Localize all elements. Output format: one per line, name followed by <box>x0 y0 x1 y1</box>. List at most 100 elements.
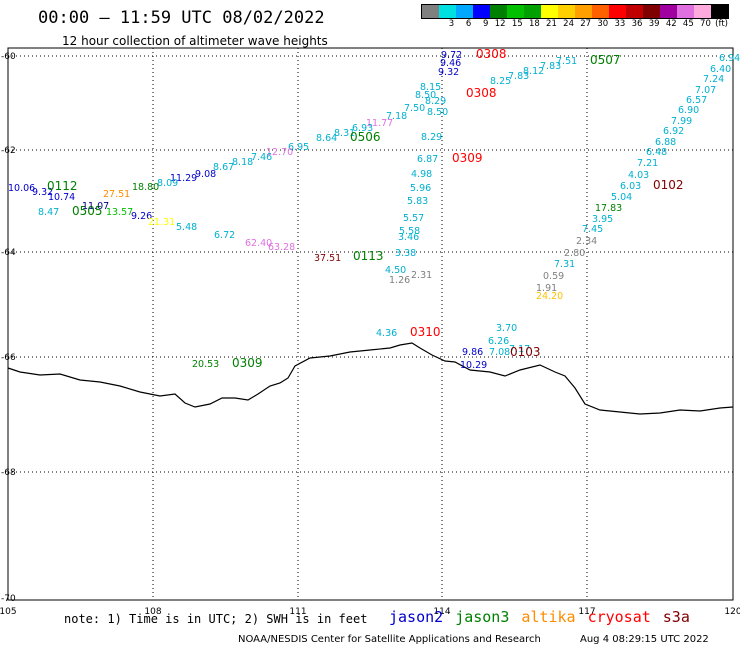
wave-height-label: 6.95 <box>288 142 309 153</box>
page-title: 00:00 – 11:59 UTC 08/02/2022 <box>38 8 325 28</box>
color-scale-tick: (ft) <box>715 19 728 29</box>
wave-height-label: 6.92 <box>663 126 684 137</box>
y-tick-label: -68 <box>1 468 16 478</box>
wave-height-label: 18.80 <box>132 182 159 193</box>
wave-height-label: 8.47 <box>38 207 59 218</box>
wave-height-label: 4.50 <box>385 265 406 276</box>
coastline <box>7 342 734 415</box>
color-scale-tick: 12 <box>494 19 506 29</box>
color-scale-ticks: 3 6 9 12 15 18 21 24 27 30 33 36 39 42 45 70 (ft) <box>421 19 729 33</box>
wave-height-label: 8.50 <box>427 107 448 118</box>
wave-height-label: 7.24 <box>703 74 724 85</box>
wave-height-label: 6.90 <box>678 105 699 116</box>
x-tick-label: 114 <box>433 607 450 617</box>
wave-height-label: 1.91 <box>536 283 557 294</box>
y-tick-label: -64 <box>1 248 16 258</box>
color-swatch <box>609 5 626 18</box>
x-tick-label: 108 <box>144 607 161 617</box>
wave-height-label: 24.20 <box>536 291 563 302</box>
wave-height-label: 6.93 <box>352 123 373 134</box>
satellite-legend: jason2 jason3 altika cryosat s3a <box>389 608 702 626</box>
color-swatch <box>439 5 456 18</box>
wave-height-label: 7.21 <box>637 158 658 169</box>
color-scale-swatches <box>421 4 729 19</box>
wave-height-label: 9.46 <box>440 58 461 69</box>
color-swatch <box>643 5 660 18</box>
wave-height-label: 21.31 <box>148 217 175 228</box>
color-swatch <box>575 5 592 18</box>
wave-height-label: 8.12 <box>523 66 544 77</box>
x-tick-label: 111 <box>289 607 306 617</box>
legend-item-cryosat: cryosat <box>587 608 651 626</box>
wave-height-label: 6.40 <box>710 64 731 75</box>
x-tick-label: 117 <box>578 607 595 617</box>
wave-height-label: 2.34 <box>576 236 597 247</box>
wave-height-label: 6.48 <box>646 147 667 158</box>
color-swatch <box>507 5 524 18</box>
color-swatch <box>711 5 728 18</box>
wave-height-label: 9.08 <box>195 169 216 180</box>
wave-height-label: 0.59 <box>543 271 564 282</box>
color-scale-tick: 45 <box>682 19 694 29</box>
wave-height-label: 6.72 <box>214 230 235 241</box>
color-swatch <box>490 5 507 18</box>
wave-height-label: 10.74 <box>48 192 75 203</box>
wave-height-label: 6.94 <box>719 53 740 64</box>
wave-height-label: 0310 <box>410 325 441 339</box>
wave-height-label: 3.95 <box>592 214 613 225</box>
wave-height-label: 3.46 <box>398 232 419 243</box>
wave-height-label: 0113 <box>353 249 384 263</box>
legend-item-jason2: jason2 <box>389 608 444 626</box>
color-swatch <box>660 5 677 18</box>
color-scale-tick: 9 <box>483 19 489 29</box>
wave-height-label: 3.70 <box>496 323 517 334</box>
wave-height-label: 10.29 <box>460 360 487 371</box>
color-swatch <box>677 5 694 18</box>
y-tick-label: -66 <box>1 353 16 363</box>
color-scale-tick: 3 <box>448 19 455 29</box>
wave-height-label: 8.15 <box>420 82 441 93</box>
timestamp: Aug 4 08:29:15 UTC 2022 <box>580 634 709 645</box>
wave-height-label: 9.32 <box>438 67 459 78</box>
wave-height-label: 4.36 <box>376 328 397 339</box>
color-scale-tick: 27 <box>580 19 592 29</box>
wave-height-label: 11.29 <box>170 173 197 184</box>
wave-height-label: 0507 <box>590 53 621 67</box>
color-swatch <box>524 5 541 18</box>
wave-height-label: 9.32 <box>32 187 53 198</box>
wave-height-label: 13.57 <box>106 207 133 218</box>
wave-height-label: 5.96 <box>410 183 431 194</box>
wave-height-label: 9.86 <box>462 347 483 358</box>
color-scale-tick: 21 <box>546 19 557 29</box>
wave-height-label: 7.07 <box>695 85 716 96</box>
wave-height-label: 2.31 <box>411 270 432 281</box>
color-scale-tick: 15 <box>511 19 523 29</box>
wave-height-label: 8.25 <box>490 76 511 87</box>
wave-height-label: 5.57 <box>403 213 424 224</box>
wave-height-label: 7.51 <box>556 56 577 67</box>
wave-height-label: 2.80 <box>564 248 585 259</box>
color-swatch <box>541 5 558 18</box>
footer-note: note: 1) Time is in UTC; 2) SWH is in fe… <box>64 612 368 626</box>
wave-height-label: 0308 <box>476 47 507 61</box>
color-scale-legend: 3 6 9 12 15 18 21 24 27 30 33 36 39 42 45 70 (ft) <box>421 4 729 34</box>
x-tick-label: 120 <box>724 607 740 617</box>
color-scale-tick: 6 <box>465 19 472 29</box>
wave-height-label: 6.26 <box>488 336 509 347</box>
wave-height-label: 37.51 <box>314 253 341 264</box>
wave-height-label: 0309 <box>232 356 263 370</box>
wave-height-label: 0505 <box>72 204 103 218</box>
color-scale-tick: 33 <box>614 19 626 29</box>
wave-height-label: 0112 <box>47 179 78 193</box>
wave-height-label: 4.98 <box>411 169 432 180</box>
wave-height-label: 20.53 <box>192 359 219 370</box>
wave-height-label: 8.29 <box>421 132 442 143</box>
wave-height-label: 1.26 <box>389 275 410 286</box>
legend-item-altika: altika <box>521 608 576 626</box>
wave-height-label: 17.83 <box>595 203 622 214</box>
wave-height-label: 5.58 <box>399 226 420 237</box>
color-swatch <box>422 5 439 18</box>
wave-height-label: 7.83 <box>540 61 561 72</box>
wave-height-label: 3.38 <box>395 248 416 259</box>
wave-height-label: 6.87 <box>417 154 438 165</box>
